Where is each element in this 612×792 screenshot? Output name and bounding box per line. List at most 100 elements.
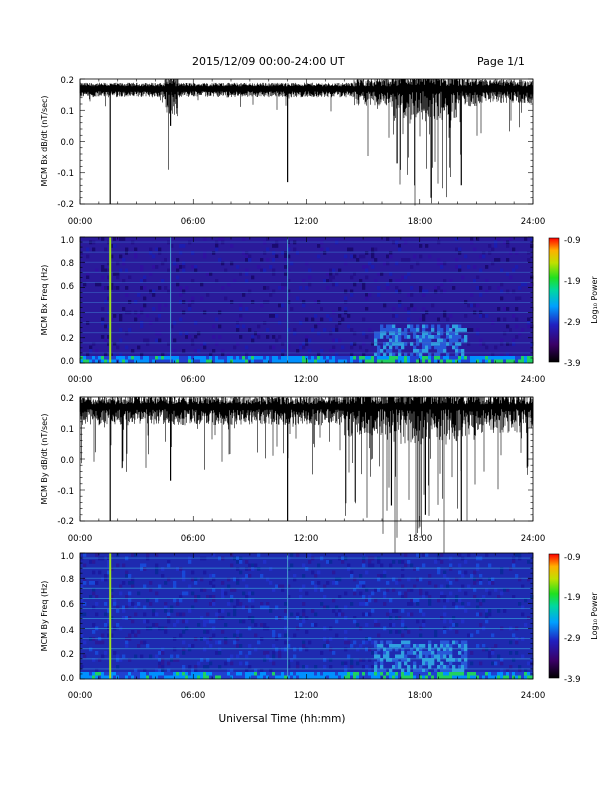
spectrogram-cell <box>116 609 120 613</box>
spectrogram-cell <box>389 359 393 364</box>
spectrogram-cell <box>326 581 330 585</box>
spectrogram-cell <box>368 598 372 603</box>
spectrogram-cell <box>152 254 156 259</box>
spectrogram-cell <box>179 633 183 638</box>
spectrogram-cell <box>215 342 219 346</box>
spectrogram-cell <box>158 668 162 673</box>
spectrogram-cell <box>272 651 276 655</box>
spectrogram-cell <box>395 654 399 659</box>
spectrogram-cell <box>251 563 255 568</box>
spectrogram-cell <box>131 584 135 589</box>
spectrogram-cell <box>122 581 126 585</box>
spectrogram-cell <box>284 359 288 364</box>
spectrogram-cell <box>203 647 207 652</box>
spectrogram-cell <box>149 247 153 252</box>
spectrogram-cell <box>530 359 534 364</box>
spectrogram-cell <box>365 251 369 255</box>
spectrogram-cell <box>263 251 267 255</box>
spectrogram-cell <box>470 356 474 360</box>
spectrogram-cell <box>425 345 429 350</box>
spectrogram-cell <box>380 661 384 666</box>
spectrogram-cell <box>452 675 456 680</box>
spectrogram-cell <box>530 324 534 329</box>
spectrogram-cell <box>446 356 450 360</box>
spectrogram-cell <box>401 560 405 564</box>
spectrogram-cell <box>185 282 189 287</box>
spectrogram-cell <box>176 282 180 287</box>
spectrogram-cell <box>425 342 429 346</box>
spectrogram-cell <box>461 338 465 343</box>
spectrogram-cell <box>284 640 288 645</box>
spectrogram-cell <box>512 672 516 676</box>
spectrogram-cell <box>350 570 354 575</box>
spectrogram-cell <box>116 272 120 276</box>
spectrogram-cell <box>116 563 120 568</box>
spectrogram-cell <box>383 668 387 673</box>
spectrogram-cell <box>431 335 435 339</box>
spectrogram-cell <box>374 598 378 603</box>
spectrogram-cell <box>338 577 342 582</box>
spectrogram-cell <box>398 577 402 582</box>
spectrogram-cell <box>434 644 438 648</box>
by-colorbar-tick-label: -1.9 <box>564 593 581 603</box>
spectrogram-cell <box>335 275 339 280</box>
spectrogram-cell <box>344 640 348 645</box>
spectrogram-cell <box>161 567 165 571</box>
spectrogram-cell <box>362 265 366 269</box>
spectrogram-cell <box>500 296 504 301</box>
spectrogram-cell <box>464 644 468 648</box>
spectrogram-cell <box>425 356 429 360</box>
spectrogram-cell <box>461 605 465 610</box>
spectrogram-cell <box>338 609 342 613</box>
spectrogram-cell <box>401 672 405 676</box>
spectrogram-cell <box>479 342 483 346</box>
spectrogram-cell <box>293 247 297 252</box>
spectrogram-cell <box>518 675 522 680</box>
spectrogram-cell <box>332 324 336 329</box>
spectrogram-cell <box>362 254 366 259</box>
spectrogram-cell <box>380 349 384 353</box>
spectrogram-cell <box>278 633 282 638</box>
spectrogram-cell <box>482 647 486 652</box>
spectrogram-cell <box>311 328 315 332</box>
spectrogram-cell <box>479 359 483 364</box>
spectrogram-cell <box>308 640 312 645</box>
spectrogram-cell <box>164 286 168 290</box>
spectrogram-cell <box>368 556 372 561</box>
spectrogram-cell <box>419 254 423 259</box>
spectrogram-cell <box>521 359 525 364</box>
spectrogram-cell <box>86 275 90 280</box>
spectrogram-cell <box>206 356 210 360</box>
spectrogram-cell <box>443 574 447 578</box>
spectrogram-cell <box>392 588 396 592</box>
spectrogram-cell <box>404 640 408 645</box>
spectrogram-cell <box>467 279 471 283</box>
spectrogram-cell <box>167 356 171 360</box>
spectrogram-cell <box>119 314 123 318</box>
spectrogram-cell <box>476 328 480 332</box>
spectrogram-cell <box>98 556 102 561</box>
spectrogram-cell <box>422 307 426 311</box>
spectrogram-cell <box>272 356 276 360</box>
spectrogram-cell <box>434 356 438 360</box>
spectrogram-cell <box>92 588 96 592</box>
spectrogram-cell <box>302 303 306 308</box>
spectrogram-cell <box>440 342 444 346</box>
spectrogram-cell <box>149 581 153 585</box>
spectrogram-cell <box>221 672 225 676</box>
spectrogram-cell <box>383 254 387 259</box>
spectrogram-cell <box>248 289 252 294</box>
spectrogram-cell <box>158 584 162 589</box>
spectrogram-cell <box>224 675 228 680</box>
spectrogram-cell <box>152 623 156 627</box>
spectrogram-cell <box>152 356 156 360</box>
spectrogram-cell <box>161 314 165 318</box>
spectrogram-cell <box>425 661 429 666</box>
spectrogram-cell <box>362 640 366 645</box>
spectrogram-cell <box>455 658 459 662</box>
spectrogram-cell <box>428 595 432 599</box>
spectrogram-cell <box>482 251 486 255</box>
spectrogram-cell <box>425 591 429 596</box>
spectrogram-cell <box>518 665 522 669</box>
spectrogram-cell <box>107 342 111 346</box>
